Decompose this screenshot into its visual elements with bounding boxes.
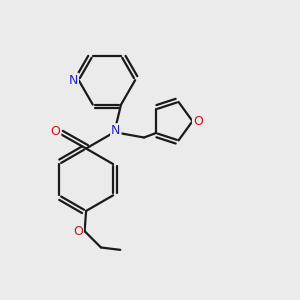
Text: N: N [111,124,121,137]
Text: O: O [50,125,60,138]
Text: O: O [193,115,203,128]
Text: N: N [69,74,78,87]
Text: O: O [73,225,83,238]
